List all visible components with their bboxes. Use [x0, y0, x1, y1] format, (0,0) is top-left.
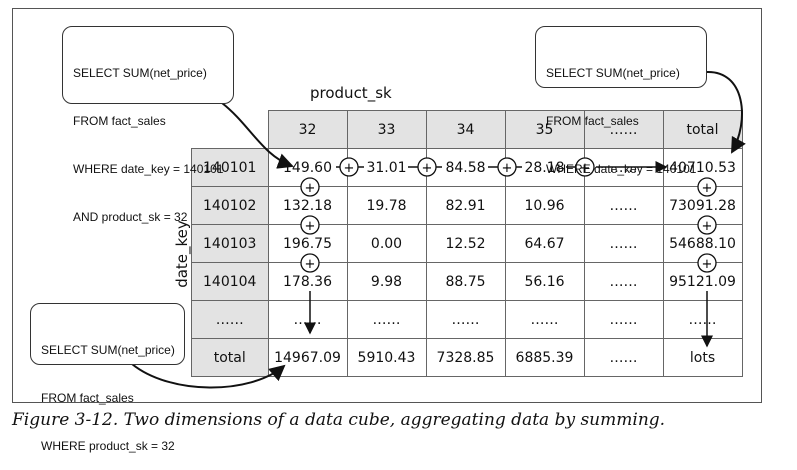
- table-cell: ……: [583, 300, 664, 339]
- plus-operator-icon: +: [697, 215, 717, 235]
- plus-operator-icon: +: [417, 157, 437, 177]
- query-arrow: [221, 102, 294, 169]
- figure-caption: Figure 3-12. Two dimensions of a data cu…: [12, 410, 666, 430]
- table-cell: ……: [662, 300, 743, 339]
- table-cell: 7328.85: [425, 338, 506, 377]
- table-row: …… …… …… …… …… …… ……: [191, 300, 743, 339]
- table-cell: 5910.43: [346, 338, 427, 377]
- column-header: ……: [583, 110, 664, 149]
- svg-text:+: +: [702, 219, 713, 234]
- column-header: 32: [267, 110, 348, 149]
- table-row: 140103 196.75 0.00 12.52 64.67 …… 54688.…: [191, 224, 743, 263]
- query-line: FROM fact_sales: [73, 114, 166, 128]
- query-line: FROM fact_sales: [546, 114, 639, 128]
- table-cell: 10.96: [504, 186, 585, 225]
- svg-text:+: +: [422, 161, 433, 176]
- query-line: WHERE date_key = 140101: [73, 162, 224, 176]
- row-header: ……: [191, 300, 269, 339]
- table-cell: 6885.39: [504, 338, 585, 377]
- query-line: WHERE date_key = 140101: [546, 162, 697, 176]
- table-cell: ……: [583, 186, 664, 225]
- table-row: 140102 132.18 19.78 82.91 10.96 …… 73091…: [191, 186, 743, 225]
- svg-text:+: +: [305, 181, 316, 196]
- plus-operator-icon: +: [697, 253, 717, 273]
- query-line: SELECT SUM(net_price): [41, 343, 175, 357]
- table-cell: 19.78: [346, 186, 427, 225]
- row-header: 140102: [191, 186, 269, 225]
- plus-operator-icon: +: [575, 157, 595, 177]
- table-cell: ……: [346, 300, 427, 339]
- svg-text:+: +: [580, 161, 591, 176]
- svg-text:+: +: [305, 219, 316, 234]
- table-row-total: total 14967.09 5910.43 7328.85 6885.39 ……: [191, 338, 743, 377]
- row-header-total: total: [191, 338, 269, 377]
- column-header: 33: [346, 110, 427, 149]
- table-cell: 0.00: [346, 224, 427, 263]
- table-cell: 82.91: [425, 186, 506, 225]
- column-header: 34: [425, 110, 506, 149]
- query-box-date: SELECT SUM(net_price) FROM fact_sales WH…: [535, 26, 707, 176]
- query-box-date-product: SELECT SUM(net_price) FROM fact_sales WH…: [62, 26, 234, 224]
- query-line: FROM fact_sales: [41, 391, 134, 405]
- query-line: SELECT SUM(net_price): [73, 66, 207, 80]
- query-line: SELECT SUM(net_price): [546, 66, 680, 80]
- svg-text:+: +: [702, 257, 713, 272]
- plus-operator-icon: +: [300, 215, 320, 235]
- query-arrow: [131, 363, 286, 389]
- table-cell: ……: [504, 300, 585, 339]
- query-arrow: [705, 70, 746, 154]
- arrow-overlay: + + + + + + + + + +: [131, 70, 746, 389]
- row-header: 140101: [191, 148, 269, 187]
- plus-operator-icon: +: [300, 177, 320, 197]
- column-header-total: total: [662, 110, 743, 149]
- table-cell: 9.98: [346, 262, 427, 301]
- column-axis-label: product_sk: [310, 84, 392, 102]
- plus-operator-icon: +: [697, 177, 717, 197]
- svg-text:+: +: [502, 161, 513, 176]
- data-cube-table: 32 33 34 35 …… total 140101 149.60 31.01…: [191, 110, 743, 377]
- row-header: 140104: [191, 262, 269, 301]
- query-line: AND product_sk = 32: [73, 210, 188, 224]
- column-header: 35: [504, 110, 585, 149]
- table-cell: ……: [583, 224, 664, 263]
- query-box-product: SELECT SUM(net_price) FROM fact_sales WH…: [30, 303, 185, 453]
- plus-operator-icon: +: [339, 157, 359, 177]
- svg-text:+: +: [702, 181, 713, 196]
- table-cell: ……: [583, 338, 664, 377]
- column-header-row: 32 33 34 35 …… total: [192, 110, 743, 149]
- table-cell: ……: [583, 262, 664, 301]
- plus-operator-icon: +: [300, 253, 320, 273]
- svg-text:+: +: [305, 257, 316, 272]
- plus-operator-icon: +: [497, 157, 517, 177]
- query-line: WHERE product_sk = 32: [41, 439, 175, 453]
- svg-text:+: +: [344, 161, 355, 176]
